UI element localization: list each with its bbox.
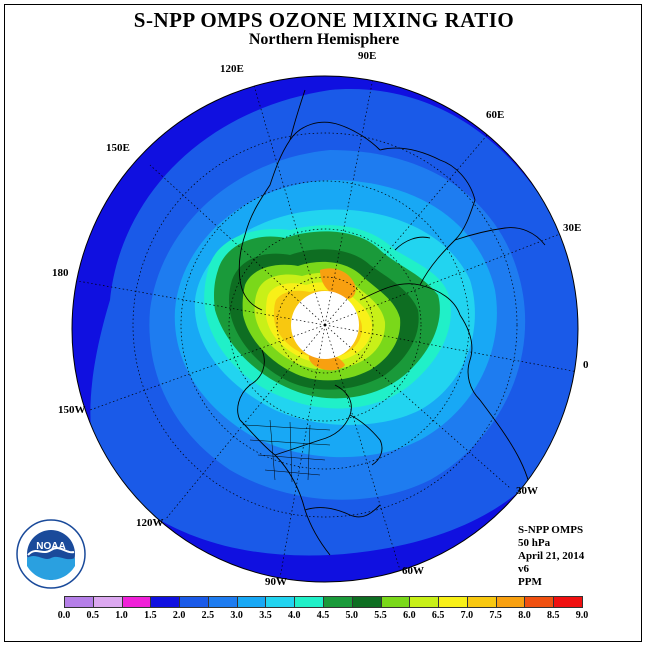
- colorbar-swatch: [495, 596, 526, 608]
- colorbar-swatch: [64, 596, 94, 608]
- logo-text: NOAA: [36, 541, 65, 552]
- colorbar-tick-label: 4.0: [287, 610, 301, 621]
- info-instrument: S-NPP OMPS: [518, 524, 584, 536]
- colorbar-swatch: [207, 596, 238, 608]
- colorbar-tick-label: 2.0: [172, 610, 186, 621]
- colorbar-tick-label: 1.5: [144, 610, 157, 621]
- map-subtitle: Northern Hemisphere: [248, 31, 400, 48]
- lon-label-30w: 30W: [516, 485, 538, 497]
- globe-outline: [71, 75, 579, 583]
- colorbar-tick-label: 3.5: [259, 610, 272, 621]
- lon-label-90w: 90W: [265, 576, 287, 588]
- figure-frame: [4, 4, 642, 642]
- colorbar-swatch: [92, 596, 123, 608]
- lon-label-60e: 60E: [486, 109, 505, 121]
- longitude-lines: [72, 76, 578, 579]
- info-level: 50 hPa: [518, 537, 551, 549]
- colorbar-tick-label: 3.0: [230, 610, 243, 621]
- colorbar-swatch: [409, 596, 440, 608]
- info-block: S-NPP OMPS 50 hPa April 21, 2014 v6 PPM: [518, 524, 584, 589]
- info-units: PPM: [518, 576, 542, 588]
- colorbar-swatch: [323, 596, 353, 608]
- colorbar-swatch: [553, 596, 583, 608]
- colorbar-swatch: [524, 596, 555, 608]
- colorbar-tick-label: 5.0: [345, 610, 359, 621]
- lon-label-180: 180: [52, 267, 69, 279]
- colorbar-tick-label: 7.0: [460, 610, 474, 621]
- colorbar-swatch: [121, 596, 152, 608]
- lon-label-90e: 90E: [358, 50, 377, 62]
- lon-label-0: 0: [583, 359, 589, 371]
- colorbar-tick-label: 9.0: [575, 610, 589, 621]
- map-title: S-NPP OMPS OZONE MIXING RATIO: [133, 8, 515, 32]
- colorbar-tick-label: 4.5: [316, 610, 330, 621]
- latitude-lines: [132, 132, 518, 518]
- colorbar-swatch: [380, 596, 411, 608]
- colorbar-tick-label: 2.5: [201, 610, 215, 621]
- info-version: v6: [518, 563, 529, 575]
- lon-label-120e: 120E: [220, 63, 244, 75]
- us-state-lines: [244, 419, 331, 483]
- colorbar-swatch: [150, 596, 181, 608]
- band-8.0: [320, 268, 356, 300]
- info-date: April 21, 2014: [518, 550, 585, 562]
- lon-label-150e: 150E: [106, 142, 130, 154]
- colorbar-tick-label: 0.5: [86, 610, 100, 621]
- colorbar-swatch: [236, 596, 267, 608]
- colorbar-tick-label: 1.0: [115, 610, 128, 621]
- colorbar-tick-label: 6.5: [431, 610, 445, 621]
- colorbar-tick-label: 8.0: [518, 610, 531, 621]
- lon-label-60w: 60W: [402, 565, 424, 577]
- colorbar-tick-label: 8.5: [546, 610, 560, 621]
- colorbar-tick-label: 7.5: [489, 610, 502, 621]
- colorbar-tick-label: 6.0: [403, 610, 416, 621]
- colorbar-swatch: [351, 596, 382, 608]
- lon-label-120w: 120W: [136, 517, 164, 529]
- noaa-logo: NOAA: [16, 519, 86, 589]
- colorbar-swatch: [294, 596, 324, 608]
- colorbar-swatch: [466, 596, 497, 608]
- colorbar-swatch: [265, 596, 296, 608]
- lon-label-150w: 150W: [58, 404, 86, 416]
- colorbar-swatch: [438, 596, 468, 608]
- colorbar-tick-label: 5.5: [374, 610, 387, 621]
- colorbar-swatch: [179, 596, 209, 608]
- lon-label-30e: 30E: [563, 222, 582, 234]
- colorbar-tick-label: 0.0: [57, 610, 71, 621]
